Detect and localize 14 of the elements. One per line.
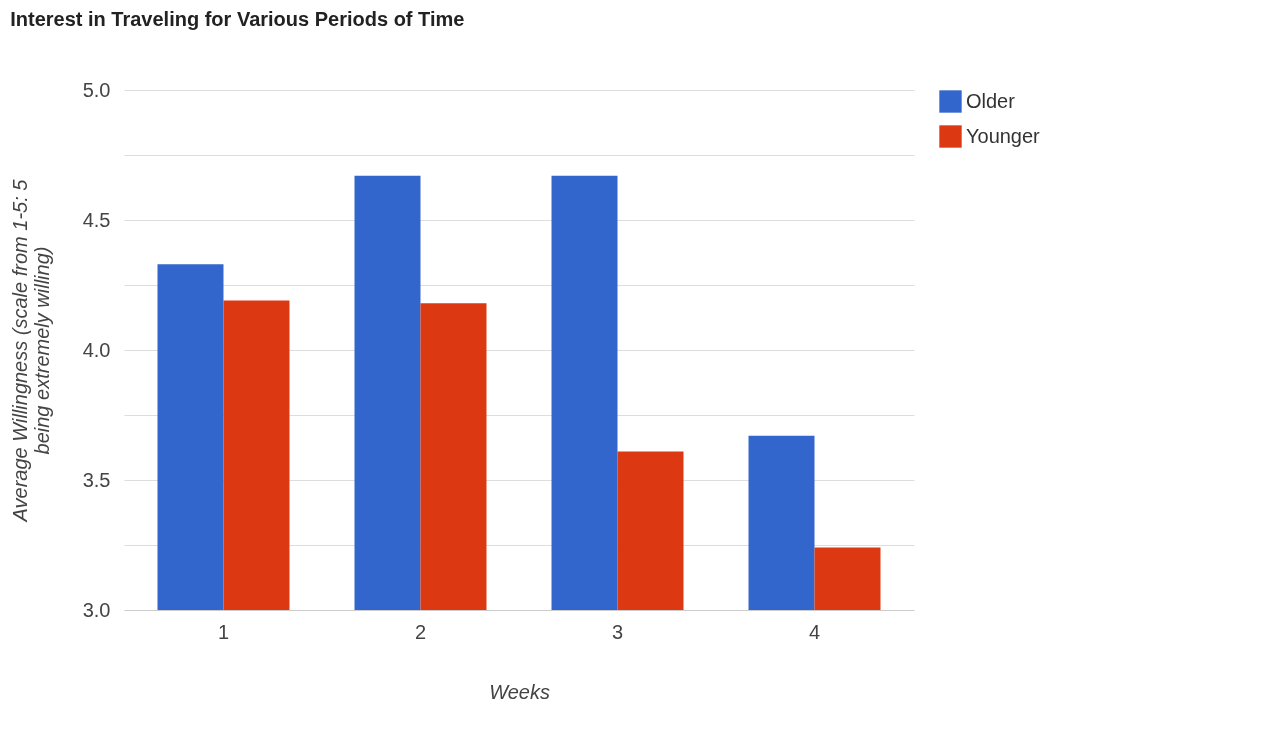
legend-label: Younger <box>966 124 1041 147</box>
y-tick-label: 4.0 <box>82 338 111 361</box>
y-tick-label: 5.0 <box>82 78 111 101</box>
x-tick-label: 3 <box>611 620 624 643</box>
x-axis-title: Weeks <box>489 680 550 703</box>
y-tick-label: 3.0 <box>82 598 111 621</box>
x-tick-label: 1 <box>217 620 230 643</box>
y-axis-title: Average Willingness (scale from 1-5: 5 being extremely willing) <box>8 178 53 523</box>
x-tick-label: 2 <box>414 620 427 643</box>
legend-label: Older <box>966 89 1016 112</box>
y-tick-label: 4.5 <box>82 208 111 231</box>
chart-title: Interest in Traveling for Various Periods of Time <box>10 8 465 30</box>
x-tick-label: 4 <box>808 620 821 643</box>
y-tick-label: 3.5 <box>82 468 111 491</box>
